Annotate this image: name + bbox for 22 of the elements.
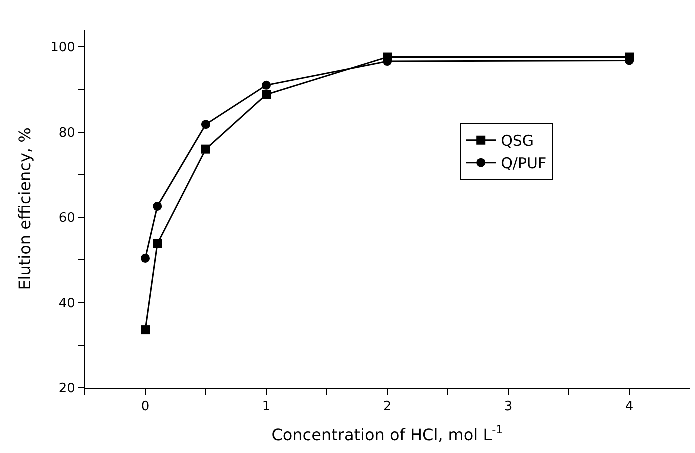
point — [141, 254, 150, 263]
y-tick-label: 40 — [58, 296, 76, 312]
x-tick-label: 0 — [141, 400, 150, 415]
point — [153, 239, 162, 248]
y-axis-title: Elution efficiency, % — [15, 128, 34, 290]
point — [153, 202, 162, 211]
legend-label: Q/PUF — [501, 154, 547, 173]
x-tick-label: 3 — [504, 400, 513, 415]
point — [141, 326, 150, 335]
point — [202, 144, 210, 154]
x-tick-label: 1 — [262, 400, 271, 415]
y-tick-label: 60 — [58, 211, 76, 226]
point — [202, 120, 210, 130]
y-tick-label: 100 — [50, 40, 76, 56]
x-axis-title: Concentration of HCl, mol L$^{-1}$ — [272, 424, 504, 444]
x-tick-label: 4 — [625, 400, 634, 415]
y-tick-label: 20 — [58, 382, 76, 397]
point — [262, 90, 271, 100]
y-tick-label: 80 — [58, 126, 76, 141]
legend-label: QSG — [501, 132, 534, 150]
point — [262, 80, 271, 90]
x-tick-label: 2 — [383, 400, 392, 415]
